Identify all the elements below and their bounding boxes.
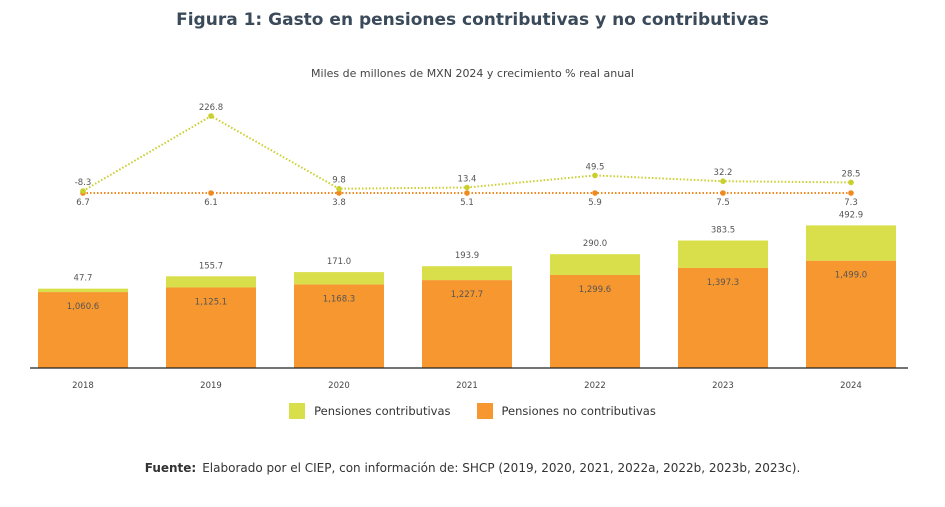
growth-point-no-contributivas-2024 xyxy=(848,190,854,196)
growth-label-no-contributivas-2020: 3.8 xyxy=(332,198,346,208)
growth-label-contributivas-2021: 13.4 xyxy=(458,175,477,185)
growth-label-contributivas-2024: 28.5 xyxy=(842,169,861,179)
growth-label-contributivas-2020: 9.8 xyxy=(332,176,346,186)
growth-point-no-contributivas-2020 xyxy=(336,190,342,196)
bar-contributivas-2018 xyxy=(38,288,128,293)
source-text: Elaborado por el CIEP, con información d… xyxy=(202,461,801,475)
growth-label-no-contributivas-2018: 6.7 xyxy=(76,198,90,208)
growth-point-contributivas-2023 xyxy=(720,178,726,185)
bar-contributivas-2021 xyxy=(422,266,512,281)
label-contributivas-2019: 155.7 xyxy=(199,261,223,271)
legend-label-no-contributivas: Pensiones no contributivas xyxy=(501,404,656,418)
legend-swatch-no-contributivas xyxy=(476,403,493,419)
label-no-contributivas-2018: 1,060.6 xyxy=(67,302,99,312)
bar-contributivas-2022 xyxy=(550,254,640,275)
label-no-contributivas-2022: 1,299.6 xyxy=(579,285,611,295)
growth-point-no-contributivas-2022 xyxy=(592,190,598,196)
bar-contributivas-2020 xyxy=(294,272,384,285)
growth-point-no-contributivas-2021 xyxy=(464,190,470,196)
label-contributivas-2022: 290.0 xyxy=(583,239,607,249)
growth-label-contributivas-2022: 49.5 xyxy=(586,162,605,172)
legend-label-contributivas: Pensiones contributivas xyxy=(314,404,451,418)
bar-no-contributivas-2018 xyxy=(38,292,128,368)
label-no-contributivas-2020: 1,168.3 xyxy=(323,294,355,304)
stacked-bar-chart: 1,060.6 47.7 2018 1,125.1 155.7 2019 1,168.3 17… xyxy=(30,103,908,391)
growth-point-no-contributivas-2019 xyxy=(208,190,214,196)
growth-label-contributivas-2019: 226.8 xyxy=(199,103,223,113)
growth-point-contributivas-2024 xyxy=(848,179,854,186)
x-tick-2024: 2024 xyxy=(840,381,862,391)
growth-point-no-contributivas-2023 xyxy=(720,190,726,196)
x-tick-2022: 2022 xyxy=(584,381,606,391)
legend-item-no-contributivas: Pensiones no contributivas xyxy=(476,403,656,419)
growth-point-contributivas-2019 xyxy=(208,113,214,119)
chart-title: Figura 1: Gasto en pensiones contributiv… xyxy=(176,10,769,30)
bar-contributivas-2023 xyxy=(678,240,768,268)
chart-subtitle: Miles de millones de MXN 2024 y crecimie… xyxy=(311,67,634,80)
growth-label-no-contributivas-2021: 5.1 xyxy=(460,198,474,208)
source-label: Fuente: xyxy=(144,461,197,475)
x-tick-2020: 2020 xyxy=(328,381,350,391)
growth-label-no-contributivas-2019: 6.1 xyxy=(204,198,218,208)
bar-no-contributivas-2024 xyxy=(806,260,896,368)
legend-item-contributivas: Pensiones contributivas xyxy=(289,403,451,419)
growth-label-no-contributivas-2022: 5.9 xyxy=(588,198,602,208)
label-contributivas-2021: 193.9 xyxy=(455,251,479,261)
bar-contributivas-2019 xyxy=(166,276,256,288)
legend-swatch-contributivas xyxy=(289,403,306,419)
bar-no-contributivas-2019 xyxy=(166,287,256,368)
growth-point-contributivas-2021 xyxy=(464,184,470,191)
growth-label-no-contributivas-2024: 7.3 xyxy=(844,198,858,208)
legend: Pensiones contributivas Pensiones no con… xyxy=(0,403,945,419)
label-no-contributivas-2023: 1,397.3 xyxy=(707,278,739,288)
bar-no-contributivas-2021 xyxy=(422,280,512,368)
bar-no-contributivas-2023 xyxy=(678,267,768,368)
bar-no-contributivas-2020 xyxy=(294,284,384,368)
label-no-contributivas-2021: 1,227.7 xyxy=(451,290,483,300)
label-contributivas-2020: 171.0 xyxy=(327,257,351,267)
label-no-contributivas-2024: 1,499.0 xyxy=(835,271,867,281)
label-contributivas-2018: 47.7 xyxy=(74,274,93,284)
label-contributivas-2024: 492.9 xyxy=(839,210,863,220)
source-note: Fuente: Elaborado por el CIEP, con inform… xyxy=(0,461,945,475)
growth-point-contributivas-2020 xyxy=(336,185,342,192)
x-tick-2021: 2021 xyxy=(456,381,478,391)
bar-no-contributivas-2022 xyxy=(550,274,640,368)
x-tick-2023: 2023 xyxy=(712,381,734,391)
label-no-contributivas-2019: 1,125.1 xyxy=(195,297,227,307)
growth-point-contributivas-2022 xyxy=(592,172,598,179)
growth-point-contributivas-2018 xyxy=(80,188,86,194)
growth-label-no-contributivas-2023: 7.5 xyxy=(716,198,730,208)
growth-label-contributivas-2018: -8.3 xyxy=(75,178,92,188)
x-tick-2019: 2019 xyxy=(200,381,222,391)
bar-contributivas-2024 xyxy=(806,225,896,261)
label-contributivas-2023: 383.5 xyxy=(711,225,735,235)
growth-label-contributivas-2023: 32.2 xyxy=(714,168,733,178)
x-tick-2018: 2018 xyxy=(72,381,94,391)
